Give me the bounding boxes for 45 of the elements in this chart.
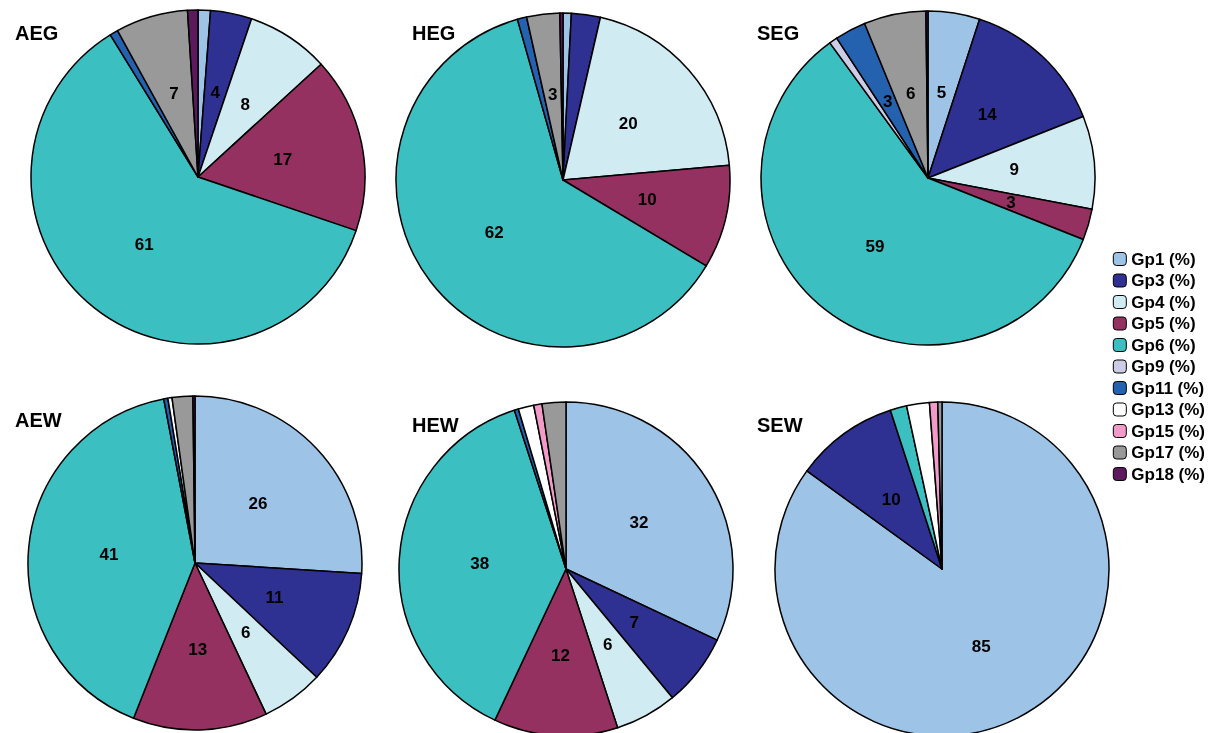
slice-label: AEW — [15, 409, 62, 431]
data-label: 4 — [210, 82, 221, 102]
legend-label: Gp11 (%) — [1131, 378, 1205, 398]
slice-label: HEW — [412, 414, 459, 436]
legend-label: Gp6 (%) — [1131, 335, 1196, 355]
data-label: 6 — [905, 83, 916, 103]
data-label: 3 — [883, 91, 893, 111]
data-label: 32 — [629, 513, 649, 533]
data-label: 10 — [637, 189, 657, 209]
data-label: 8 — [240, 95, 250, 115]
legend-label: Gp9 (%) — [1131, 357, 1196, 376]
data-label: 17 — [273, 149, 293, 169]
data-label: 11 — [265, 587, 284, 607]
slice-label: SEW — [757, 414, 803, 436]
data-label: 85 — [971, 636, 991, 656]
legend-label: Gp13 (%) — [1131, 400, 1206, 419]
data-label: 38 — [470, 554, 490, 574]
data-label: 14 — [977, 105, 998, 125]
data-label: 41 — [99, 545, 119, 565]
data-label: 59 — [865, 236, 885, 256]
data-label: 6 — [602, 635, 613, 655]
legend-label: Gp15 (%) — [1131, 421, 1206, 441]
data-label: 7 — [169, 84, 179, 104]
data-label: 26 — [248, 494, 268, 514]
data-label: 61 — [134, 235, 154, 255]
legend-label: Gp3 (%) — [1131, 271, 1196, 290]
slice-label: HEG — [412, 22, 456, 44]
data-label: 62 — [484, 223, 504, 243]
data-label: 7 — [629, 612, 640, 632]
data-label: 9 — [1009, 160, 1019, 180]
data-label: 20 — [618, 113, 638, 133]
legend-label: Gp18 (%) — [1131, 464, 1206, 484]
legend-label: Gp17 (%) — [1131, 443, 1206, 462]
legend-label: Gp1 (%) — [1131, 249, 1196, 269]
data-label: 13 — [188, 639, 208, 659]
slice-label: AEG — [15, 22, 59, 44]
data-label: 10 — [881, 489, 901, 509]
data-label: 12 — [551, 645, 571, 665]
data-label: 3 — [547, 84, 558, 104]
data-label: 6 — [241, 623, 251, 643]
data-label: 3 — [1006, 192, 1016, 212]
legend-label: Gp5 (%) — [1131, 314, 1196, 333]
slice-label: SEG — [757, 22, 800, 44]
data-label: 5 — [936, 83, 947, 103]
legend-label: Gp4 (%) — [1131, 292, 1196, 312]
